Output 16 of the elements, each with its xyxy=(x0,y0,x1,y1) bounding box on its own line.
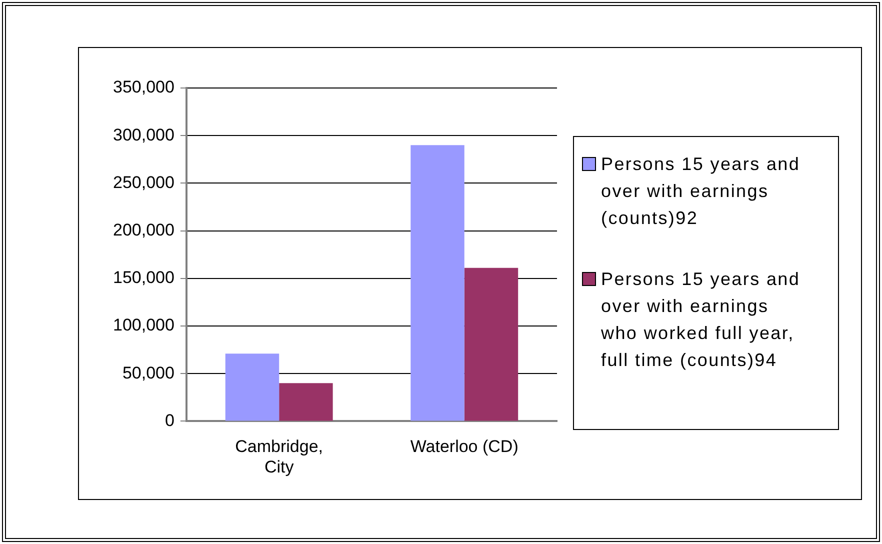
y-tick-label: 200,000 xyxy=(113,220,174,240)
y-tick-label: 300,000 xyxy=(113,125,174,144)
bar xyxy=(225,354,280,421)
legend-label: Persons 15 years and over with earnings (counts)92 xyxy=(601,153,801,230)
y-tick-label: 150,000 xyxy=(113,268,174,288)
y-tick-label: 100,000 xyxy=(113,316,174,335)
legend-label: Persons 15 years and over with earnings who worked full year, full time (counts)94 xyxy=(601,268,801,372)
y-tick-label: 250,000 xyxy=(113,172,174,192)
y-tick-label: 350,000 xyxy=(113,78,174,97)
bar xyxy=(410,145,464,421)
y-tick-label: 0 xyxy=(164,410,174,430)
bar xyxy=(279,383,333,421)
y-tick-label: 50,000 xyxy=(122,363,174,382)
bar xyxy=(464,268,518,421)
x-tick-label: Cambridge, City xyxy=(235,437,324,476)
x-tick-label: Waterloo (CD) xyxy=(410,437,518,456)
